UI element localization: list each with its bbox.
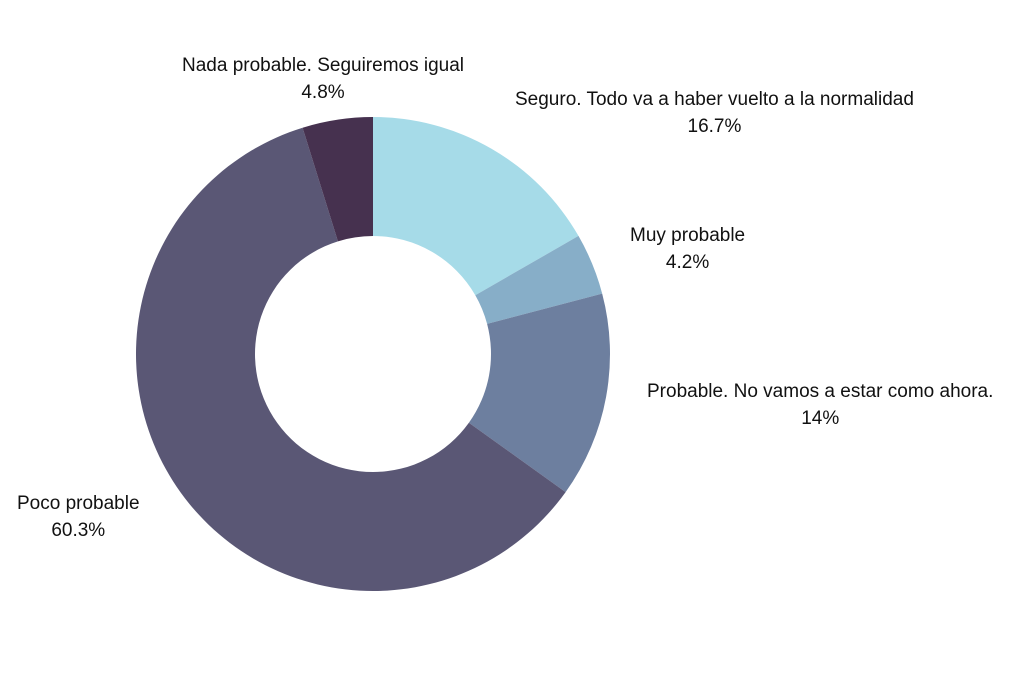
slice-label-nada-probable: Nada probable. Seguiremos igual 4.8%: [182, 52, 464, 106]
slice-name: Probable. No vamos a estar como ahora.: [647, 381, 994, 402]
donut-slice-2: [468, 293, 610, 493]
slice-value: 14%: [801, 408, 840, 429]
slice-name: Muy probable: [630, 225, 746, 246]
slice-value: 16.7%: [687, 116, 742, 137]
slice-value: 60.3%: [51, 520, 106, 541]
slice-name: Seguro. Todo va a haber vuelto a la norm…: [515, 89, 914, 110]
slice-name: Nada probable. Seguiremos igual: [182, 55, 465, 76]
slice-label-seguro: Seguro. Todo va a haber vuelto a la norm…: [515, 86, 914, 140]
donut-slice-4: [302, 117, 373, 242]
donut-slice-0: [373, 117, 579, 296]
slice-value: 4.2%: [665, 252, 710, 273]
slice-label-muy-probable: Muy probable 4.2%: [630, 222, 745, 276]
slice-label-poco-probable: Poco probable 60.3%: [17, 490, 140, 544]
donut-slice-1: [475, 235, 603, 324]
donut-slice-3: [136, 127, 566, 591]
slice-value: 4.8%: [301, 82, 345, 103]
slice-name: Poco probable: [17, 493, 140, 514]
slice-label-probable: Probable. No vamos a estar como ahora. 1…: [647, 378, 993, 432]
